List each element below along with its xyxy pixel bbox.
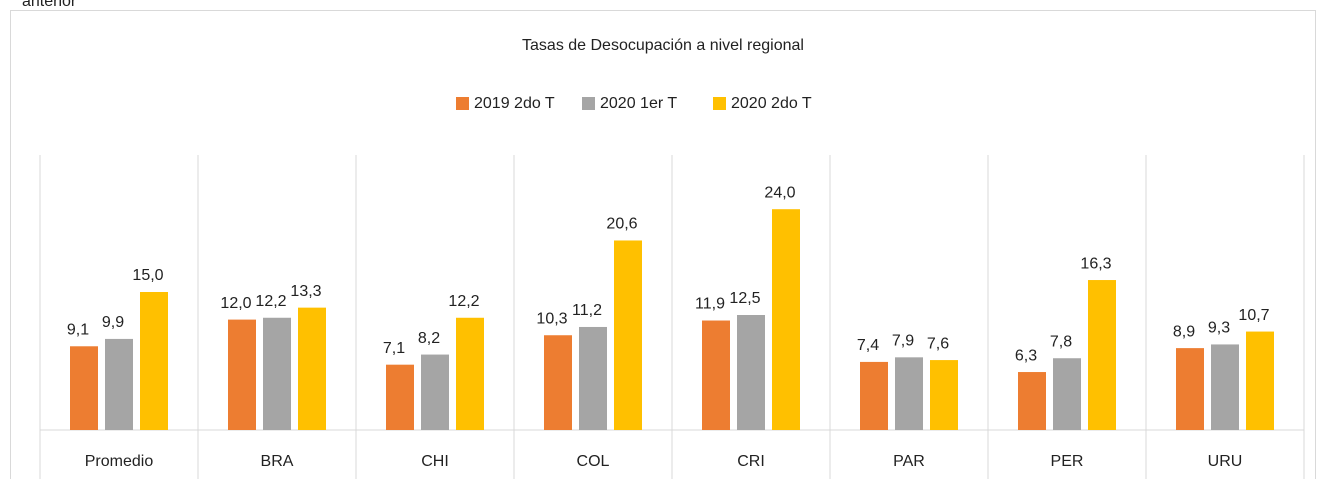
bar bbox=[140, 292, 168, 430]
bar bbox=[228, 319, 256, 430]
bar bbox=[1211, 344, 1239, 430]
data-label: 24,0 bbox=[764, 184, 795, 201]
data-label: 12,5 bbox=[729, 290, 760, 307]
data-label: 9,9 bbox=[102, 314, 124, 331]
bar bbox=[614, 240, 642, 430]
x-tick-label: BRA bbox=[261, 453, 294, 470]
x-tick-label: COL bbox=[577, 453, 610, 470]
x-tick-label: PAR bbox=[893, 453, 925, 470]
data-label: 8,2 bbox=[418, 330, 440, 347]
bar bbox=[1053, 358, 1081, 430]
x-tick-label: PER bbox=[1051, 453, 1084, 470]
legend-label: 2020 1er T bbox=[600, 95, 677, 112]
legend-swatch bbox=[456, 97, 469, 110]
data-label: 7,4 bbox=[857, 337, 879, 354]
data-label: 8,9 bbox=[1173, 323, 1195, 340]
data-label: 9,3 bbox=[1208, 320, 1230, 337]
data-label: 11,9 bbox=[695, 296, 725, 313]
chart-title: Tasas de Desocupación a nivel regional bbox=[522, 37, 804, 54]
legend-swatch bbox=[713, 97, 726, 110]
data-label: 6,3 bbox=[1015, 347, 1037, 364]
data-label: 11,2 bbox=[572, 302, 602, 319]
data-label: 20,6 bbox=[606, 216, 637, 233]
data-label: 7,6 bbox=[927, 335, 949, 352]
bar bbox=[70, 346, 98, 430]
bar bbox=[772, 209, 800, 430]
bar bbox=[298, 307, 326, 430]
bar bbox=[1088, 280, 1116, 430]
data-label: 13,3 bbox=[290, 283, 321, 300]
data-label: 7,8 bbox=[1050, 333, 1072, 350]
data-label: 7,9 bbox=[892, 333, 914, 350]
data-label: 7,1 bbox=[383, 340, 405, 357]
data-label: 12,2 bbox=[255, 293, 286, 310]
context-text: anterior bbox=[22, 0, 77, 10]
x-tick-label: CHI bbox=[421, 453, 449, 470]
bar bbox=[1246, 331, 1274, 430]
data-label: 12,0 bbox=[220, 295, 251, 312]
bar bbox=[895, 357, 923, 430]
bar bbox=[421, 354, 449, 430]
data-label: 9,1 bbox=[67, 321, 89, 338]
x-tick-label: CRI bbox=[737, 453, 765, 470]
bar bbox=[456, 317, 484, 430]
bar bbox=[263, 317, 291, 430]
bar bbox=[930, 360, 958, 430]
data-label: 15,0 bbox=[132, 267, 163, 284]
bar bbox=[1018, 372, 1046, 430]
chart-frame bbox=[10, 10, 1316, 479]
x-tick-label: Promedio bbox=[85, 453, 154, 470]
bar bbox=[702, 320, 730, 430]
legend-label: 2019 2do T bbox=[474, 95, 555, 112]
data-label: 10,3 bbox=[536, 310, 567, 327]
legend-swatch bbox=[582, 97, 595, 110]
x-tick-label: URU bbox=[1208, 453, 1243, 470]
bar bbox=[579, 326, 607, 430]
bar bbox=[386, 364, 414, 430]
bar bbox=[860, 361, 888, 430]
bar bbox=[544, 335, 572, 430]
data-label: 10,7 bbox=[1238, 307, 1269, 324]
bar bbox=[737, 315, 765, 430]
legend-label: 2020 2do T bbox=[731, 95, 812, 112]
bar bbox=[105, 338, 133, 430]
bar bbox=[1176, 348, 1204, 430]
data-label: 12,2 bbox=[448, 293, 479, 310]
data-label: 16,3 bbox=[1080, 255, 1111, 272]
